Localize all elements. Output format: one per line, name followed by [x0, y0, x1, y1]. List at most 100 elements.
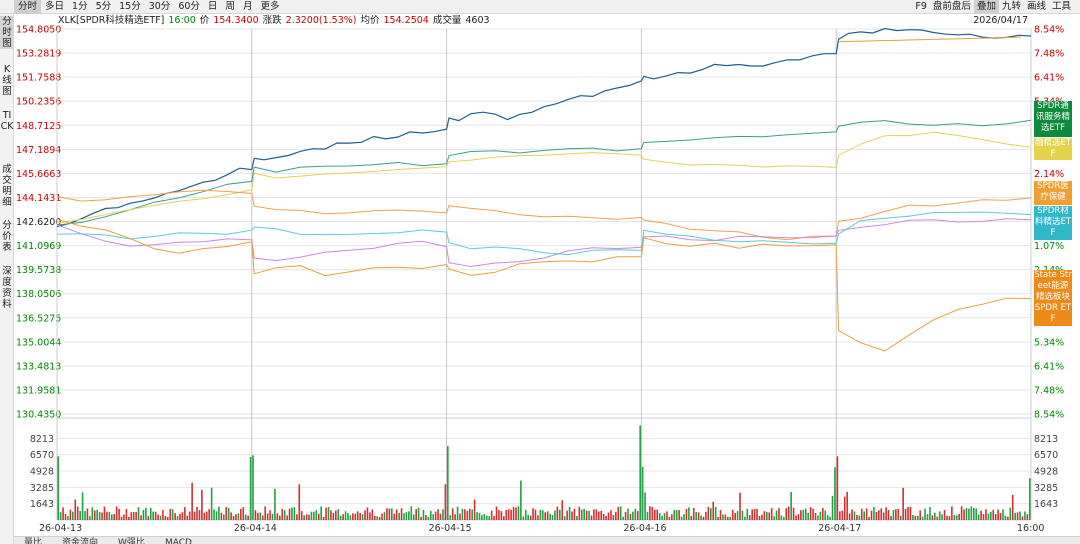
tab-intraday[interactable]: 分时: [14, 0, 42, 14]
side-tab-tick[interactable]: TICK: [0, 110, 14, 132]
x-axis-label: 26-04-13: [39, 523, 82, 534]
volume-value: 4603: [465, 15, 490, 26]
price-label: 价: [199, 15, 210, 26]
f9-button[interactable]: F9: [915, 1, 927, 12]
overlay-tag[interactable]: 融精选ETF: [1034, 138, 1072, 160]
tab-30min[interactable]: 30分: [148, 1, 171, 12]
price-axis-label: 130.4350: [16, 410, 61, 421]
x-axis-label-close: 16:00: [1017, 523, 1044, 534]
price-axis-label: 151.7588: [16, 73, 61, 84]
series-line: [56, 131, 1032, 224]
percent-axis-label: 6.41%: [1034, 73, 1064, 84]
quote-time: 16:00: [168, 15, 196, 26]
volume-axis-label-right: 4928: [1034, 466, 1058, 477]
overlay-tag[interactable]: SPDR医疗保健: [1034, 181, 1072, 205]
price-axis-label: 153.2819: [16, 49, 61, 60]
price-axis-label: 141.0969: [16, 241, 61, 252]
side-tab-kline-chart[interactable]: K线图: [2, 64, 12, 97]
tab-day[interactable]: 日: [207, 1, 218, 12]
price-axis-label: 145.6663: [16, 169, 61, 180]
series-line: [56, 27, 1032, 228]
price-axis-label: 135.0044: [16, 337, 61, 348]
percent-axis-label: 2.14%: [1034, 169, 1064, 180]
volume-axis-label-right: 8213: [1034, 434, 1058, 445]
tab-multi-day[interactable]: 多日: [45, 1, 65, 12]
period-toolbar: 分时 多日 1分 5分 15分 30分 60分 日 周 月 更多 F9 盘前盘后…: [0, 0, 1080, 14]
price-axis-label: 131.9581: [16, 385, 61, 396]
volume-axis-label: 4928: [30, 466, 54, 477]
price-value: 154.3400: [213, 15, 259, 26]
price-axis-label: 139.5738: [16, 265, 61, 276]
tab-month[interactable]: 月: [242, 1, 253, 12]
series-line: [56, 211, 1032, 256]
price-axis-label: 147.1894: [16, 145, 61, 156]
price-axis-label: 144.1431: [16, 193, 61, 204]
percent-axis-label: 8.54%: [1034, 410, 1064, 421]
volume-axis-label: 8213: [30, 434, 54, 445]
avg-value: 154.2504: [383, 15, 429, 26]
tab-60min[interactable]: 60分: [178, 1, 200, 12]
volume-axis-label: 6570: [30, 450, 54, 461]
overlay-tag[interactable]: SPDR通讯服务精选ETF: [1034, 101, 1072, 137]
tab-5min[interactable]: 5分: [95, 1, 112, 12]
overlay-tag[interactable]: SPDR材料精选ETF: [1034, 206, 1072, 240]
x-axis-label: 26-04-15: [429, 523, 472, 534]
percent-axis-label: 1.07%: [1034, 241, 1064, 252]
tools-button[interactable]: 工具: [1051, 1, 1071, 12]
price-axis-label: 148.7125: [16, 121, 61, 132]
volume-axis-label-right: 6570: [1034, 450, 1058, 461]
price-axis-label: 142.6200: [16, 217, 61, 228]
volume-axis-label: 1643: [30, 499, 54, 510]
overlay-tag[interactable]: State Street能源精选板块SPDR ETF: [1034, 270, 1072, 326]
x-axis-label: 26-04-17: [818, 523, 861, 534]
series-line: [56, 218, 1032, 268]
pre-post-market-button[interactable]: 盘前盘后: [932, 1, 971, 12]
tab-week[interactable]: 周: [225, 1, 235, 12]
indicator-tabs: 量比 资金流向 W强比 MACD: [14, 536, 1080, 544]
tab-more[interactable]: 更多: [260, 1, 280, 12]
percent-axis-label: 7.48%: [1034, 49, 1064, 60]
price-axis-label: 133.4813: [16, 361, 61, 372]
volume-axis-label: 3285: [30, 483, 54, 494]
percent-axis-label: 8.54%: [1034, 25, 1064, 36]
avg-label: 均价: [360, 15, 380, 26]
volume-label: 成交量: [432, 15, 462, 26]
nine-turn-button[interactable]: 九转: [1001, 1, 1021, 12]
percent-axis-label: 5.34%: [1034, 337, 1064, 348]
x-axis-label: 26-04-16: [623, 523, 666, 534]
percent-axis-label: 6.41%: [1034, 361, 1064, 372]
price-axis-label: 136.5275: [16, 313, 61, 324]
series-line: [56, 189, 1032, 241]
tab-volume-ratio[interactable]: 量比: [24, 538, 43, 544]
volume-axis-label-right: 3285: [1034, 483, 1058, 494]
period-tabs: 分时 多日 1分 5分 15分 30分 60分 日 周 月 更多: [14, 0, 283, 14]
price-axis-label: 138.0506: [16, 289, 61, 300]
series-line: [56, 218, 1032, 352]
average-price-line: [838, 36, 1022, 43]
change-label: 涨跌: [262, 15, 282, 26]
quote-info-bar: XLK[SPDR科技精选ETF] 16:00 价 154.3400 涨跌 2.3…: [58, 14, 494, 28]
price-axis-label: 150.2356: [16, 97, 61, 108]
tab-macd[interactable]: MACD: [164, 538, 192, 544]
view-sidebar: 分时图 K线图 TICK 成交明细 分价表 深度资料: [0, 14, 14, 544]
tab-1min[interactable]: 1分: [72, 1, 88, 12]
x-axis-label: 26-04-14: [234, 523, 277, 534]
symbol-name: XLK[SPDR科技精选ETF]: [58, 15, 165, 26]
price-axis-label: 154.8050: [16, 25, 61, 36]
percent-axis-label: 7.48%: [1034, 385, 1064, 396]
draw-line-button[interactable]: 画线: [1026, 1, 1046, 12]
side-tab-intraday-chart[interactable]: 分时图: [0, 16, 14, 49]
series-line: [56, 119, 1032, 226]
overlay-button[interactable]: 叠加: [973, 0, 999, 14]
tab-fund-flow[interactable]: 资金流向: [62, 538, 99, 544]
change-value: 2.3200(1.53%): [285, 15, 357, 26]
side-tab-price-table[interactable]: 分价表: [2, 220, 12, 253]
side-tab-depth-data[interactable]: 深度资料: [2, 266, 12, 310]
volume-axis-label-right: 1643: [1034, 499, 1058, 510]
tab-w-strength[interactable]: W强比: [118, 538, 145, 544]
tab-15min[interactable]: 15分: [119, 1, 141, 12]
side-tab-trade-detail[interactable]: 成交明细: [2, 164, 12, 208]
tool-buttons: F9 盘前盘后 叠加 九转 画线 工具: [912, 0, 1074, 14]
current-date: 2026/04/17: [973, 15, 1028, 26]
